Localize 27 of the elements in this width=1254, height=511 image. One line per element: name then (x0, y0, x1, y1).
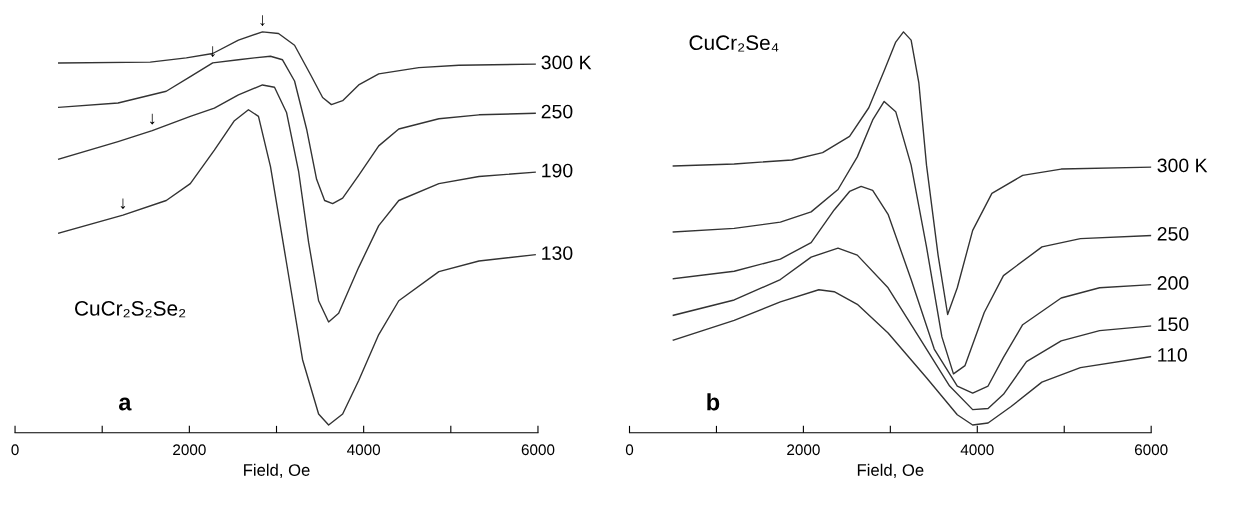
annotation: CuCr₂S₂Se₂ (75, 301, 186, 318)
series-label: 250 (541, 104, 573, 119)
annotation: ↓ (120, 198, 126, 210)
x-tick-label: 2000 (787, 444, 820, 456)
x-tick-label: 4000 (347, 444, 381, 456)
x-tick-label: 6000 (521, 444, 555, 456)
series-label: 300 K (541, 55, 592, 70)
annotation: ↓ (210, 46, 215, 57)
x-tick-label: 6000 (1134, 444, 1168, 456)
series-label: 190 (542, 163, 573, 178)
annotation: ↓ (260, 15, 265, 26)
x-axis-title: Field, Oe (857, 463, 924, 478)
x-tick-label: 0 (11, 444, 19, 456)
series-label: 250 (1157, 226, 1189, 241)
x-tick-label: 2000 (173, 444, 206, 456)
series-label: 130 (542, 246, 573, 260)
series-label: 200 (1157, 276, 1189, 290)
series-label: 150 (1158, 317, 1189, 332)
annotation: b (707, 393, 720, 411)
x-axis-title: Field, Oe (244, 463, 310, 478)
series-label: 110 (1158, 348, 1187, 362)
annotation: a (118, 397, 132, 411)
x-tick-label: 4000 (960, 444, 994, 456)
series-label: 300 K (1157, 158, 1208, 173)
annotation: CuCr₂Se₄ (689, 35, 779, 52)
x-tick-label: 0 (625, 444, 634, 456)
annotation: ↓ (150, 113, 155, 125)
